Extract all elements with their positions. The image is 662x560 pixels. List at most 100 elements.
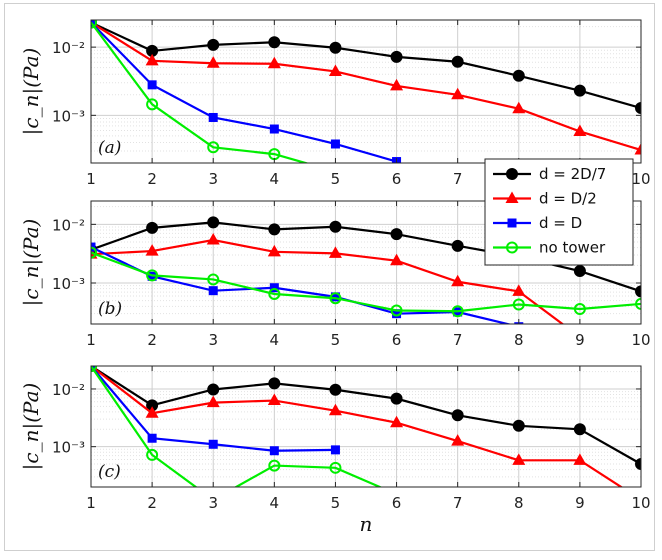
- data-point-d-2d-7: [268, 36, 281, 49]
- axes-box: [90, 365, 642, 488]
- x-tick-label: 7: [453, 170, 463, 188]
- panel-label: (b): [98, 299, 122, 319]
- x-tick-label: 3: [208, 331, 218, 349]
- data-point-no-tower: [512, 298, 525, 311]
- data-point-no-tower: [207, 273, 220, 286]
- series-line-no-tower: [91, 251, 641, 313]
- data-point-d-d-2: [451, 87, 465, 100]
- x-tick-label: 3: [208, 170, 218, 188]
- x-tick-label: 1: [86, 331, 96, 349]
- legend-label-d-d-2: d = D/2: [539, 190, 597, 208]
- data-point-d-2d-7: [146, 221, 159, 234]
- data-point-d-d-2: [573, 124, 587, 136]
- data-point-d-d-2: [328, 246, 342, 258]
- x-tick-label: 10: [631, 170, 650, 188]
- data-point-d-d: [330, 445, 340, 455]
- x-tick-label: 7: [453, 494, 463, 512]
- axes-box: [90, 19, 642, 164]
- legend-label-d-2d-7: d = 2D/7: [539, 165, 606, 183]
- data-point-d-d-2: [145, 244, 159, 256]
- x-tick-label: 5: [331, 494, 341, 512]
- y-axis-label: |c_n|(Pa): [19, 383, 44, 471]
- data-point-d-d: [147, 80, 157, 90]
- data-point-d-d-2: [145, 53, 159, 66]
- x-tick-label: 1: [86, 170, 96, 188]
- series-line-no-tower: [91, 21, 310, 163]
- x-tick-label: 2: [147, 331, 157, 349]
- series-group: [91, 366, 641, 487]
- y-tick-label: 10⁻³: [52, 107, 85, 125]
- x-tick-label: 6: [392, 494, 402, 512]
- data-point-no-tower: [91, 246, 97, 259]
- data-point-d-2d-7: [635, 285, 641, 298]
- data-point-d-2d-7: [329, 383, 342, 396]
- x-tick-label: 4: [270, 331, 280, 349]
- data-point-no-tower: [390, 304, 403, 317]
- data-point-d-2d-7: [635, 102, 641, 115]
- data-point-d-d-2: [390, 78, 404, 91]
- data-point-d-d: [208, 286, 218, 296]
- data-point-d-2d-7: [207, 38, 220, 51]
- data-point-d-d-2: [328, 64, 342, 76]
- data-point-d-d-2: [267, 393, 281, 406]
- data-point-d-d: [269, 446, 279, 456]
- y-tick-label: 10⁻³: [52, 275, 85, 293]
- data-point-d-d: [269, 283, 279, 293]
- series-group: [91, 20, 641, 163]
- data-point-d-d-2: [206, 395, 220, 408]
- data-point-d-d-2: [206, 56, 220, 68]
- data-point-d-d: [330, 139, 340, 149]
- data-point-no-tower: [146, 269, 159, 282]
- legend-label-no-tower: no tower: [539, 239, 606, 257]
- data-point-d-d: [269, 124, 279, 134]
- data-point-d-2d-7: [451, 239, 464, 252]
- series-line-no-tower: [91, 366, 383, 487]
- data-point-d-d: [330, 292, 340, 302]
- data-point-no-tower: [146, 98, 159, 111]
- data-point-d-d-2: [451, 434, 465, 446]
- y-axis-label: |c_n|(Pa): [19, 48, 44, 136]
- y-tick-label: 10⁻²: [52, 39, 85, 57]
- data-point-d-2d-7: [512, 419, 525, 432]
- data-point-d-d: [392, 309, 402, 319]
- data-point-d-2d-7: [451, 55, 464, 68]
- x-tick-label: 9: [575, 494, 585, 512]
- x-tick-label: 5: [331, 170, 341, 188]
- data-point-d-2d-7: [329, 220, 342, 233]
- x-tick-label: 8: [514, 331, 524, 349]
- data-point-no-tower: [207, 141, 220, 154]
- x-tick-label: 7: [453, 331, 463, 349]
- legend-marker-no-tower: [506, 241, 518, 254]
- data-point-no-tower: [146, 448, 159, 461]
- figure-frame: [4, 3, 655, 551]
- legend-marker-d-2d-7: [506, 168, 518, 180]
- data-point-d-2d-7: [451, 409, 464, 422]
- y-axis-label: |c_n|(Pa): [19, 219, 44, 307]
- x-tick-label: 1: [86, 494, 96, 512]
- x-axis-label: n: [360, 512, 373, 536]
- y-tick-label: 10⁻³: [52, 439, 85, 457]
- x-tick-label: 4: [270, 170, 280, 188]
- panel-label: (c): [98, 462, 121, 482]
- x-tick-label: 2: [147, 494, 157, 512]
- x-tick-label: 9: [575, 331, 585, 349]
- panel-c: 1 2 3 4 5 6 7 8 9 10 10⁻² 10⁻³ (c) |c_n|(Pa)n: [19, 365, 651, 536]
- series-line-d-d: [91, 21, 397, 163]
- data-point-d-d-2: [206, 233, 220, 245]
- axes-box: [90, 200, 642, 325]
- data-point-d-d-2: [267, 244, 281, 257]
- x-tick-label: 6: [392, 331, 402, 349]
- data-point-no-tower: [91, 20, 97, 29]
- data-point-d-d-2: [634, 143, 641, 155]
- x-tick-label: 10: [631, 494, 650, 512]
- plot-area: [91, 366, 641, 487]
- x-tick-label: 5: [331, 331, 341, 349]
- legend: d = 2D/7 d = D/2 d = D no tower: [484, 158, 634, 266]
- x-tick-label: 6: [392, 170, 402, 188]
- data-point-d-d-2: [328, 403, 342, 416]
- data-point-d-2d-7: [390, 392, 403, 405]
- data-point-d-d-2: [512, 453, 526, 465]
- legend-marker-d-d: [507, 218, 517, 228]
- x-tick-label: 10: [631, 331, 650, 349]
- x-tick-label: 4: [270, 494, 280, 512]
